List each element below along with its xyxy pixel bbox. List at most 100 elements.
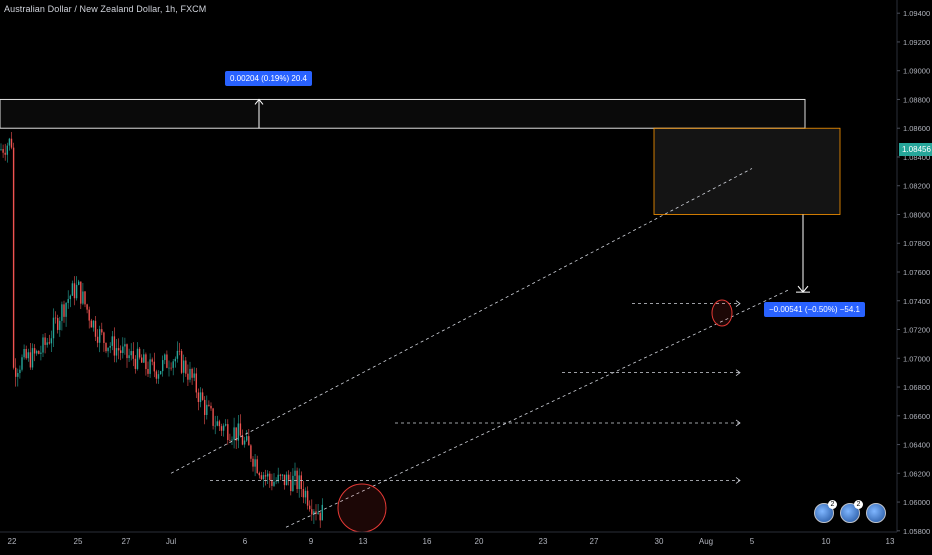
candle-body xyxy=(319,512,321,521)
level-arrowhead xyxy=(735,477,741,484)
candle-body xyxy=(124,344,126,347)
candle-body xyxy=(90,320,92,328)
y-tick-label: 1.08400 xyxy=(903,153,930,162)
candle-body xyxy=(283,474,286,486)
candle-body xyxy=(132,351,134,359)
candle-body xyxy=(23,348,25,358)
y-tick-label: 1.08200 xyxy=(903,182,930,191)
candle-body xyxy=(199,392,202,402)
zone-layer xyxy=(0,98,841,215)
candle-body xyxy=(254,459,256,467)
idea-icon-2[interactable]: 2 xyxy=(840,500,863,523)
candle-body xyxy=(166,354,168,368)
candle-body xyxy=(2,149,4,153)
y-tick-label: 1.09000 xyxy=(903,67,930,76)
candle-body xyxy=(103,332,105,343)
candle-body xyxy=(170,367,172,369)
y-tick-label: 1.06600 xyxy=(903,412,930,421)
candle-body xyxy=(117,348,120,351)
candle-body xyxy=(189,368,191,380)
candle-body xyxy=(231,439,233,441)
candle-body xyxy=(134,358,137,369)
candle-body xyxy=(302,489,305,498)
candle-body xyxy=(40,352,42,354)
candle-body xyxy=(201,392,204,400)
candle-body xyxy=(195,373,197,393)
candle-body xyxy=(218,421,221,427)
candle-body xyxy=(69,295,71,300)
y-tick-label: 1.07400 xyxy=(903,297,930,306)
candle-body xyxy=(313,511,315,515)
candle-body xyxy=(25,348,27,359)
y-tick-label: 1.08600 xyxy=(903,124,930,133)
candle-body xyxy=(143,354,145,363)
candle-body xyxy=(264,475,267,477)
drawings[interactable] xyxy=(170,98,810,533)
candle-body xyxy=(252,458,254,467)
candle-body xyxy=(185,360,187,374)
candle-body xyxy=(149,359,151,374)
candle-body xyxy=(138,348,141,358)
candle-body xyxy=(8,138,11,146)
low-circle[interactable] xyxy=(337,483,387,533)
candle-body xyxy=(206,404,208,415)
candle-body xyxy=(59,320,61,330)
candle-body xyxy=(317,512,319,514)
measure-up-label[interactable]: 0.00204 (0.19%) 20.4 xyxy=(225,71,312,87)
candle-body xyxy=(172,361,174,368)
y-tick-label: 1.09400 xyxy=(903,9,930,18)
candle-body xyxy=(107,347,109,352)
price-axis-bg xyxy=(897,0,932,550)
candle-body xyxy=(73,283,76,299)
candle-body xyxy=(193,373,195,378)
candle-body xyxy=(61,304,63,321)
candle-body xyxy=(250,445,252,459)
y-tick-label: 1.06800 xyxy=(903,383,930,392)
candle-body xyxy=(82,291,84,304)
candle-body xyxy=(271,479,273,486)
candle-body xyxy=(183,360,185,373)
idea-icon-3[interactable] xyxy=(866,503,886,523)
upper-trendline[interactable] xyxy=(170,168,753,474)
corner-icons: 2 2 xyxy=(814,500,886,523)
candle-body xyxy=(105,342,107,352)
candle-body xyxy=(94,320,97,337)
candle-body xyxy=(309,505,311,510)
candle-body xyxy=(120,350,122,354)
idea-count: 2 xyxy=(828,500,837,509)
candle-body xyxy=(256,459,258,474)
idea-icon-1[interactable]: 2 xyxy=(814,500,837,523)
candle-body xyxy=(260,475,263,480)
candle-body xyxy=(288,474,290,480)
candle-body xyxy=(178,350,181,352)
low-circle[interactable] xyxy=(711,299,733,327)
candle-body xyxy=(290,479,292,492)
candle-body xyxy=(262,475,265,480)
candle-body xyxy=(54,317,57,319)
candle-body xyxy=(128,355,130,359)
candle-body xyxy=(216,421,218,426)
y-tick-label: 1.07600 xyxy=(903,268,930,277)
lower-trendline[interactable] xyxy=(285,288,791,528)
candle-body xyxy=(321,504,323,521)
candle-body xyxy=(122,346,124,354)
candle-body xyxy=(153,361,155,372)
x-tick-label: 25 xyxy=(74,537,83,546)
candle-body xyxy=(233,427,235,440)
resistance-zone[interactable] xyxy=(0,98,806,129)
candle-body xyxy=(267,473,269,477)
y-tick-label: 1.06200 xyxy=(903,469,930,478)
candle-body xyxy=(50,338,53,344)
candle-body xyxy=(145,354,147,369)
measure-down-label[interactable]: −0.00541 (−0.50%) −54.1 xyxy=(764,302,865,318)
current-price-badge: 1.08456 xyxy=(899,142,932,156)
candle-body xyxy=(239,423,242,436)
candle-body xyxy=(241,435,244,445)
y-tick-label: 1.07800 xyxy=(903,239,930,248)
candle-body xyxy=(164,354,166,361)
candle-body xyxy=(36,350,38,354)
candle-body xyxy=(4,152,6,155)
candle-body xyxy=(17,373,19,377)
